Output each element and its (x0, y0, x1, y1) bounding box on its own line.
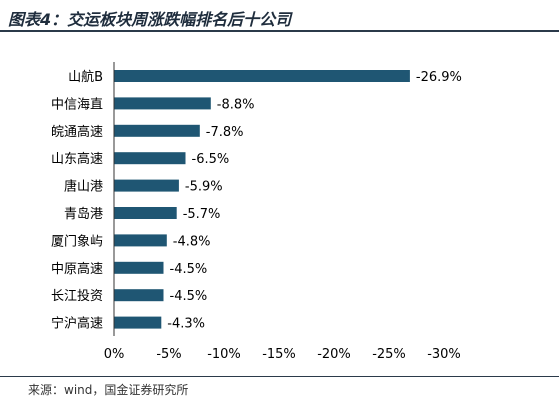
category-label-8: 长江投资 (51, 288, 103, 304)
x-tick-label-0: 0% (104, 347, 125, 362)
title-divider (0, 30, 559, 32)
bar-8 (114, 289, 164, 302)
bars-group (114, 70, 410, 329)
category-label-4: 唐山港 (64, 179, 103, 195)
x-tick-label-1: -5% (156, 347, 181, 362)
x-tick-label-4: -20% (317, 347, 351, 362)
category-label-3: 山东高速 (51, 151, 103, 167)
category-label-5: 青岛港 (64, 206, 103, 222)
data-labels-group: -26.9% -8.8% -7.8% -6.5% -5.9% -5.7% -4.8% -4.5… (167, 70, 462, 332)
bar-9 (114, 316, 162, 329)
x-tick-label-2: -10% (207, 347, 241, 362)
data-label-7: -4.5% (170, 262, 208, 277)
data-label-2: -7.8% (206, 125, 244, 140)
data-label-4: -5.9% (185, 180, 223, 195)
category-label-0: 山航B (68, 69, 103, 85)
footer-divider (0, 376, 559, 377)
bar-2 (114, 124, 200, 137)
bar-1 (114, 97, 211, 110)
category-label-9: 宁沪高速 (51, 316, 103, 332)
bar-5 (114, 207, 177, 219)
bar-3 (114, 152, 186, 165)
chart-title: 图表4：交运板块周涨跌幅排名后十公司 (8, 10, 292, 29)
bar-6 (114, 234, 167, 247)
category-label-2: 皖通高速 (51, 124, 103, 140)
bar-7 (114, 261, 164, 274)
x-tick-label-5: -25% (372, 347, 406, 362)
data-label-9: -4.3% (167, 317, 205, 332)
bar-4 (114, 179, 179, 192)
data-label-5: -5.7% (183, 207, 221, 222)
data-label-1: -8.8% (217, 97, 255, 112)
data-label-6: -4.8% (173, 234, 211, 249)
data-label-3: -6.5% (192, 152, 230, 167)
source-note: 来源：wind，国金证券研究所 (28, 383, 189, 397)
category-label-6: 厦门象屿 (51, 234, 103, 249)
x-axis-group: 0% -5% -10% -15% -20% -25% -30% (104, 62, 461, 362)
x-tick-label-3: -15% (262, 347, 296, 362)
x-tick-label-6: -30% (427, 347, 461, 362)
category-label-1: 中信海直 (51, 97, 103, 112)
data-label-0: -26.9% (416, 70, 462, 85)
category-label-7: 中原高速 (51, 261, 103, 277)
bar-0 (114, 70, 410, 82)
data-label-8: -4.5% (170, 289, 208, 304)
